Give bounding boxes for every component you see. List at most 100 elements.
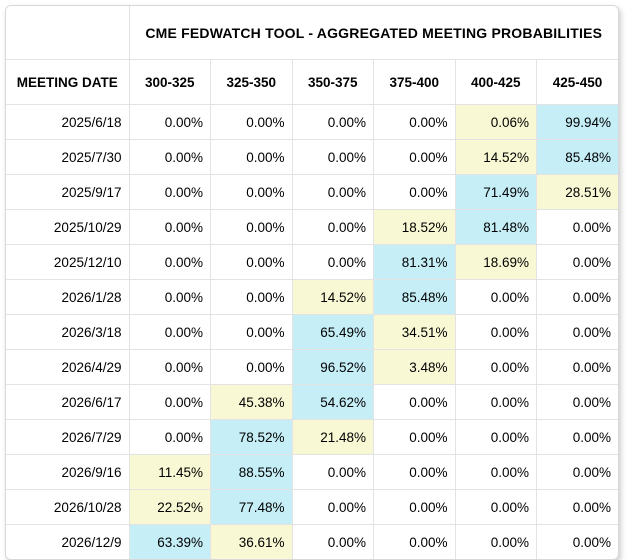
probability-cell-highest: 85.48% bbox=[373, 279, 456, 315]
column-header-row: MEETING DATE 300-325 325-350 350-375 375… bbox=[6, 59, 618, 105]
probability-cell-highest: 54.62% bbox=[291, 384, 374, 420]
probability-cell-highest: 85.48% bbox=[536, 139, 618, 175]
probability-cell-highest: 65.49% bbox=[291, 314, 374, 350]
probability-cell-second_highest: 14.52% bbox=[291, 279, 374, 315]
probability-cell: 0.00% bbox=[454, 279, 537, 315]
probability-cell-highest: 71.49% bbox=[454, 174, 537, 210]
probability-cell: 0.00% bbox=[291, 454, 374, 490]
probability-cell: 0.00% bbox=[536, 209, 618, 245]
fedwatch-probability-table-card: CME FEDWATCH TOOL - AGGREGATED MEETING P… bbox=[5, 5, 619, 560]
corner-cell bbox=[6, 6, 130, 60]
probability-cell: 0.00% bbox=[128, 419, 211, 455]
table-row: 2026/7/29 0.00% 78.52% 21.48% 0.00% 0.00% 0.00… bbox=[6, 419, 618, 455]
probability-cell: 0.00% bbox=[373, 489, 456, 525]
probability-cell: 0.00% bbox=[454, 454, 537, 490]
probability-cell: 0.00% bbox=[128, 139, 211, 175]
probability-cell: 0.00% bbox=[210, 174, 293, 210]
meeting-date-cell: 2026/6/17 bbox=[6, 384, 130, 420]
probability-cell: 0.00% bbox=[373, 524, 456, 559]
probability-cell: 0.00% bbox=[210, 279, 293, 315]
probability-cell: 0.00% bbox=[454, 524, 537, 559]
probability-cell: 0.00% bbox=[373, 104, 456, 140]
meeting-date-cell: 2025/9/17 bbox=[6, 174, 130, 210]
probability-cell: 0.00% bbox=[128, 104, 211, 140]
probability-cell: 0.00% bbox=[536, 419, 618, 455]
probability-cell-second_highest: 18.52% bbox=[373, 209, 456, 245]
meeting-date-cell: 2026/9/16 bbox=[6, 454, 130, 490]
meeting-date-cell: 2026/7/29 bbox=[6, 419, 130, 455]
probability-cell: 0.00% bbox=[536, 384, 618, 420]
meeting-table-body: 2025/6/18 0.00% 0.00% 0.00% 0.00% 0.06% 99.94%… bbox=[6, 104, 618, 559]
table-row: 2026/6/17 0.00% 45.38% 54.62% 0.00% 0.00% 0.00… bbox=[6, 384, 618, 420]
probability-cell: 0.00% bbox=[454, 349, 537, 385]
rate-column-header: 325-350 bbox=[210, 59, 293, 105]
probability-cell: 0.00% bbox=[373, 139, 456, 175]
probability-cell: 0.00% bbox=[210, 104, 293, 140]
probability-cell: 0.00% bbox=[210, 349, 293, 385]
probability-cell: 0.00% bbox=[536, 279, 618, 315]
meeting-date-cell: 2026/4/29 bbox=[6, 349, 130, 385]
probability-cell-highest: 96.52% bbox=[291, 349, 374, 385]
probability-cell-highest: 99.94% bbox=[536, 104, 618, 140]
meeting-date-cell: 2026/3/18 bbox=[6, 314, 130, 350]
probability-cell: 0.00% bbox=[291, 524, 374, 559]
rate-column-header: 400-425 bbox=[454, 59, 537, 105]
table-row: 2026/3/18 0.00% 0.00% 65.49% 34.51% 0.00% 0.00… bbox=[6, 314, 618, 350]
probability-cell: 0.00% bbox=[291, 489, 374, 525]
meeting-date-cell: 2025/10/29 bbox=[6, 209, 130, 245]
probability-cell-second_highest: 18.69% bbox=[454, 244, 537, 280]
probability-cell-highest: 63.39% bbox=[128, 524, 211, 559]
probability-cell: 0.00% bbox=[373, 384, 456, 420]
probability-cell-second_highest: 45.38% bbox=[210, 384, 293, 420]
probability-cell: 0.00% bbox=[210, 244, 293, 280]
probability-cell: 0.00% bbox=[536, 244, 618, 280]
title-row: CME FEDWATCH TOOL - AGGREGATED MEETING P… bbox=[6, 6, 618, 60]
meeting-date-cell: 2025/7/30 bbox=[6, 139, 130, 175]
probability-cell-second_highest: 3.48% bbox=[373, 349, 456, 385]
meeting-date-cell: 2026/1/28 bbox=[6, 279, 130, 315]
probability-cell-highest: 88.55% bbox=[210, 454, 293, 490]
meeting-date-cell: 2025/12/10 bbox=[6, 244, 130, 280]
table-title: CME FEDWATCH TOOL - AGGREGATED MEETING P… bbox=[128, 6, 618, 60]
table-row: 2026/4/29 0.00% 0.00% 96.52% 3.48% 0.00% 0.00% bbox=[6, 349, 618, 385]
probability-cell: 0.00% bbox=[210, 314, 293, 350]
table-row: 2025/6/18 0.00% 0.00% 0.00% 0.00% 0.06% 99.94% bbox=[6, 104, 618, 140]
meeting-date-cell: 2026/10/28 bbox=[6, 489, 130, 525]
probability-cell: 0.00% bbox=[128, 279, 211, 315]
probability-cell: 0.00% bbox=[536, 314, 618, 350]
probability-cell: 0.00% bbox=[454, 384, 537, 420]
table-row: 2026/9/16 11.45% 88.55% 0.00% 0.00% 0.00% 0.00… bbox=[6, 454, 618, 490]
rate-column-header: 425-450 bbox=[536, 59, 618, 105]
probability-cell: 0.00% bbox=[291, 209, 374, 245]
probability-cell-highest: 81.31% bbox=[373, 244, 456, 280]
fedwatch-probability-table: CME FEDWATCH TOOL - AGGREGATED MEETING P… bbox=[6, 6, 618, 559]
probability-cell: 0.00% bbox=[373, 174, 456, 210]
probability-cell-highest: 77.48% bbox=[210, 489, 293, 525]
probability-cell-second_highest: 21.48% bbox=[291, 419, 374, 455]
probability-cell: 0.00% bbox=[536, 454, 618, 490]
probability-cell: 0.00% bbox=[454, 489, 537, 525]
probability-cell: 0.00% bbox=[128, 209, 211, 245]
probability-cell: 0.00% bbox=[291, 139, 374, 175]
probability-cell-second_highest: 28.51% bbox=[536, 174, 618, 210]
probability-cell-second_highest: 34.51% bbox=[373, 314, 456, 350]
probability-cell: 0.00% bbox=[128, 174, 211, 210]
probability-cell: 0.00% bbox=[210, 209, 293, 245]
rate-column-header: 350-375 bbox=[291, 59, 374, 105]
table-row: 2026/12/9 63.39% 36.61% 0.00% 0.00% 0.00% 0.00… bbox=[6, 524, 618, 559]
table-row: 2026/10/28 22.52% 77.48% 0.00% 0.00% 0.00% 0.0… bbox=[6, 489, 618, 525]
probability-cell-second_highest: 36.61% bbox=[210, 524, 293, 559]
table-row: 2025/7/30 0.00% 0.00% 0.00% 0.00% 14.52% 85.48… bbox=[6, 139, 618, 175]
meeting-date-cell: 2026/12/9 bbox=[6, 524, 130, 559]
probability-cell-second_highest: 22.52% bbox=[128, 489, 211, 525]
meeting-date-cell: 2025/6/18 bbox=[6, 104, 130, 140]
probability-cell-second_highest: 0.06% bbox=[454, 104, 537, 140]
table-row: 2025/10/29 0.00% 0.00% 0.00% 18.52% 81.48% 0.0… bbox=[6, 209, 618, 245]
probability-cell: 0.00% bbox=[128, 244, 211, 280]
probability-cell-second_highest: 14.52% bbox=[454, 139, 537, 175]
probability-cell: 0.00% bbox=[128, 314, 211, 350]
probability-cell: 0.00% bbox=[373, 419, 456, 455]
table-row: 2025/12/10 0.00% 0.00% 0.00% 81.31% 18.69% 0.0… bbox=[6, 244, 618, 280]
probability-cell: 0.00% bbox=[536, 524, 618, 559]
probability-cell: 0.00% bbox=[536, 489, 618, 525]
